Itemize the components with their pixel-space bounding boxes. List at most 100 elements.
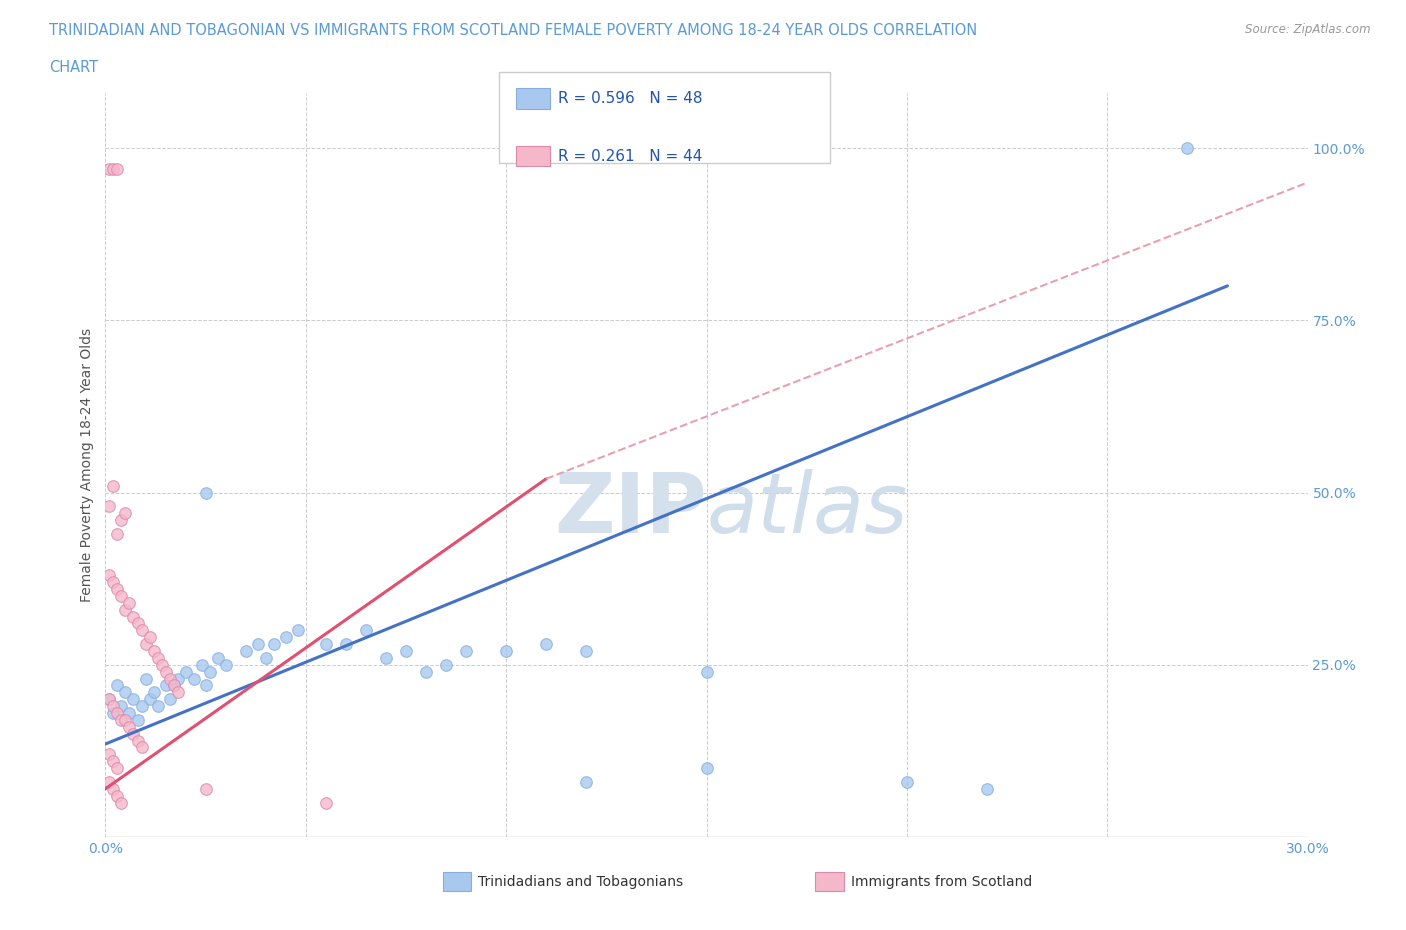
Point [162, 678, 184, 693]
Point [146, 650, 169, 665]
Point [534, 637, 557, 652]
Point [374, 650, 398, 665]
Point [103, 754, 125, 769]
Point [166, 671, 188, 686]
Point [118, 595, 141, 610]
Point [110, 698, 132, 713]
Point [896, 775, 918, 790]
Point [976, 781, 998, 796]
Point [114, 712, 136, 727]
Point [315, 637, 337, 652]
Y-axis label: Female Poverty Among 18-24 Year Olds: Female Poverty Among 18-24 Year Olds [80, 328, 94, 602]
Point [107, 161, 129, 176]
Point [127, 712, 149, 727]
Point [127, 733, 149, 748]
Point [131, 623, 153, 638]
Point [274, 630, 297, 644]
Point [434, 658, 457, 672]
Point [159, 692, 181, 707]
Point [194, 485, 217, 500]
Point [415, 664, 437, 679]
Point [118, 719, 141, 734]
Point [110, 712, 132, 727]
Point [246, 637, 269, 652]
Point [194, 678, 217, 693]
Point [263, 637, 285, 652]
Text: R = 0.261   N = 44: R = 0.261 N = 44 [558, 149, 703, 164]
Point [454, 644, 477, 658]
Point [166, 684, 188, 699]
Point [114, 506, 136, 521]
Point [696, 761, 718, 776]
Point [696, 664, 718, 679]
Point [142, 684, 165, 699]
Point [110, 795, 132, 810]
Point [98, 747, 121, 762]
Point [107, 526, 129, 541]
Point [103, 781, 125, 796]
Point [127, 616, 149, 631]
Point [122, 692, 145, 707]
Point [110, 512, 132, 527]
Point [315, 795, 337, 810]
Text: TRINIDADIAN AND TOBAGONIAN VS IMMIGRANTS FROM SCOTLAND FEMALE POVERTY AMONG 18-2: TRINIDADIAN AND TOBAGONIAN VS IMMIGRANTS… [49, 23, 977, 38]
Text: atlas: atlas [707, 469, 908, 551]
Point [107, 706, 129, 721]
Text: Trinidadians and Tobagonians: Trinidadians and Tobagonians [478, 874, 683, 889]
Point [98, 568, 121, 583]
Point [103, 698, 125, 713]
Point [254, 650, 277, 665]
Point [135, 671, 157, 686]
Point [107, 761, 129, 776]
Point [174, 664, 197, 679]
Point [235, 644, 257, 658]
Point [135, 637, 157, 652]
Point [1177, 140, 1199, 155]
Point [395, 644, 418, 658]
Point [194, 781, 217, 796]
Point [575, 644, 598, 658]
Point [107, 581, 129, 596]
Point [114, 603, 136, 618]
Point [138, 630, 160, 644]
Point [131, 740, 153, 755]
Point [103, 478, 125, 493]
Point [98, 161, 121, 176]
Text: R = 0.596   N = 48: R = 0.596 N = 48 [558, 91, 703, 106]
Point [183, 671, 205, 686]
Point [114, 684, 136, 699]
Point [107, 789, 129, 804]
Point [495, 644, 517, 658]
Point [198, 664, 221, 679]
Text: Immigrants from Scotland: Immigrants from Scotland [851, 874, 1032, 889]
Point [131, 698, 153, 713]
Point [103, 161, 125, 176]
Point [159, 671, 181, 686]
Point [155, 678, 177, 693]
Point [110, 589, 132, 604]
Point [122, 609, 145, 624]
Point [335, 637, 357, 652]
Point [214, 658, 236, 672]
Point [287, 623, 309, 638]
Point [103, 575, 125, 590]
Text: Source: ZipAtlas.com: Source: ZipAtlas.com [1246, 23, 1371, 36]
Point [146, 698, 169, 713]
Text: CHART: CHART [49, 60, 98, 75]
Point [162, 678, 184, 693]
Point [150, 658, 173, 672]
Point [98, 775, 121, 790]
Point [575, 775, 598, 790]
Point [122, 726, 145, 741]
Point [190, 658, 212, 672]
Point [98, 498, 121, 513]
Point [98, 692, 121, 707]
Text: ZIP: ZIP [554, 469, 707, 551]
Point [103, 706, 125, 721]
Point [98, 692, 121, 707]
Point [142, 644, 165, 658]
Point [138, 692, 160, 707]
Point [107, 678, 129, 693]
Point [118, 706, 141, 721]
Point [155, 664, 177, 679]
